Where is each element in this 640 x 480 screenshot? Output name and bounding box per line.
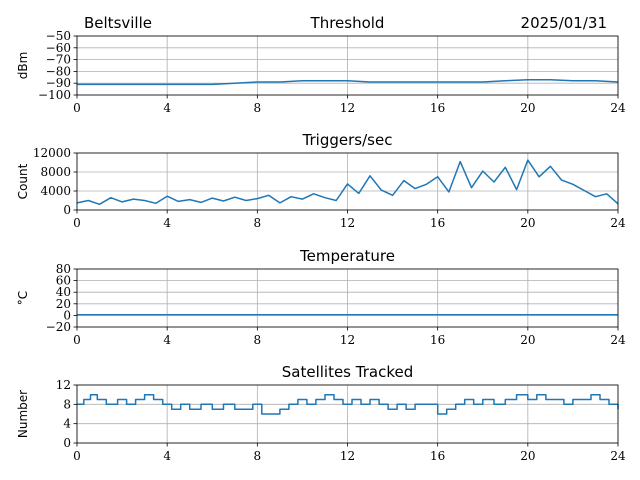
triggers-sec-ytick-label: 12000: [33, 146, 71, 160]
triggers-sec-xtick-label: 12: [340, 216, 355, 230]
satellites-tracked-xtick-label: 0: [73, 449, 81, 463]
temperature-xtick-label: 24: [610, 333, 626, 347]
temperature-ylabel: °C: [16, 291, 30, 305]
date-label: 2025/01/31: [521, 14, 607, 32]
triggers-sec-ytick-label: 0: [63, 203, 71, 217]
triggers-sec-ytick-label: 8000: [40, 165, 71, 179]
threshold-xtick-label: 8: [254, 101, 262, 115]
triggers-sec-ylabel: Count: [16, 163, 30, 199]
temperature-ytick-label: 40: [56, 285, 71, 299]
threshold-ytick-label: −80: [46, 64, 71, 78]
satellites-tracked-xtick-label: 4: [163, 449, 171, 463]
threshold-title: Threshold: [310, 14, 385, 32]
satellites-tracked-xtick-label: 20: [520, 449, 535, 463]
threshold-xtick-label: 0: [73, 101, 81, 115]
triggers-sec-xtick-label: 0: [73, 216, 81, 230]
threshold-xtick-label: 20: [520, 101, 535, 115]
threshold-panel: Threshold 0 4 8 12 16 20 24 −100−90−80−70−60−50 d…: [16, 14, 626, 115]
threshold-ytick-label: −60: [46, 41, 71, 55]
satellites-tracked-xtick-label: 12: [340, 449, 355, 463]
satellites-tracked-ytick-label: 4: [63, 417, 71, 431]
temperature-ytick-label: 80: [56, 262, 71, 276]
threshold-ytick-label: −90: [46, 76, 71, 90]
threshold-ytick-label: −70: [46, 53, 71, 67]
temperature-ytick-label: 60: [56, 274, 71, 288]
threshold-series-line: [77, 78, 619, 86]
satellites-tracked-panel: Satellites Tracked 0 4 8 12 16 20 24 0 4 8 12 Number: [16, 363, 626, 463]
triggers-sec-series-line: [76, 159, 619, 206]
threshold-ytick-label: −100: [38, 88, 71, 102]
temperature-ytick-label: −20: [46, 320, 71, 334]
temperature-xtick-label: 12: [340, 333, 355, 347]
satellites-tracked-xtick-label: 8: [254, 449, 262, 463]
triggers-sec-panel: Triggers/sec 0 4 8 12 16 20 24 0 4000 8000 12000Cou…: [16, 131, 626, 230]
triggers-sec-xtick-label: 16: [430, 216, 445, 230]
station-label: Beltsville: [84, 14, 152, 32]
threshold-ylabel: dBm: [16, 52, 30, 80]
threshold-ytick-label: −50: [46, 29, 71, 43]
satellites-tracked-ytick-label: 12: [56, 378, 71, 392]
satellites-tracked-title: Satellites Tracked: [282, 363, 413, 381]
satellites-tracked-xtick-label: 24: [610, 449, 626, 463]
temperature-ytick-label: 20: [56, 297, 71, 311]
temperature-xtick-label: 16: [430, 333, 445, 347]
satellites-tracked-ylabel: Number: [16, 390, 30, 438]
triggers-sec-xtick-label: 4: [163, 216, 171, 230]
triggers-sec-xtick-label: 20: [520, 216, 535, 230]
temperature-title: Temperature: [299, 247, 395, 265]
temperature-xtick-label: 0: [73, 333, 81, 347]
threshold-xtick-label: 24: [610, 101, 626, 115]
triggers-sec-ytick-label: 4000: [40, 184, 71, 198]
satellites-tracked-xtick-label: 16: [430, 449, 445, 463]
satellites-tracked-series-line: [77, 393, 619, 415]
temperature-xtick-label: 8: [254, 333, 262, 347]
triggers-sec-xtick-label: 24: [610, 216, 626, 230]
threshold-xtick-label: 4: [163, 101, 171, 115]
triggers-sec-xtick-label: 8: [254, 216, 262, 230]
triggers-sec-title: Triggers/sec: [302, 131, 393, 149]
temperature-xtick-label: 20: [520, 333, 535, 347]
satellites-tracked-ytick-label: 0: [63, 436, 71, 450]
temperature-xtick-label: 4: [163, 333, 171, 347]
temperature-ytick-label: 0: [63, 308, 71, 322]
threshold-xtick-label: 16: [430, 101, 445, 115]
threshold-xtick-label: 12: [340, 101, 355, 115]
satellites-tracked-ytick-label: 8: [63, 397, 71, 411]
